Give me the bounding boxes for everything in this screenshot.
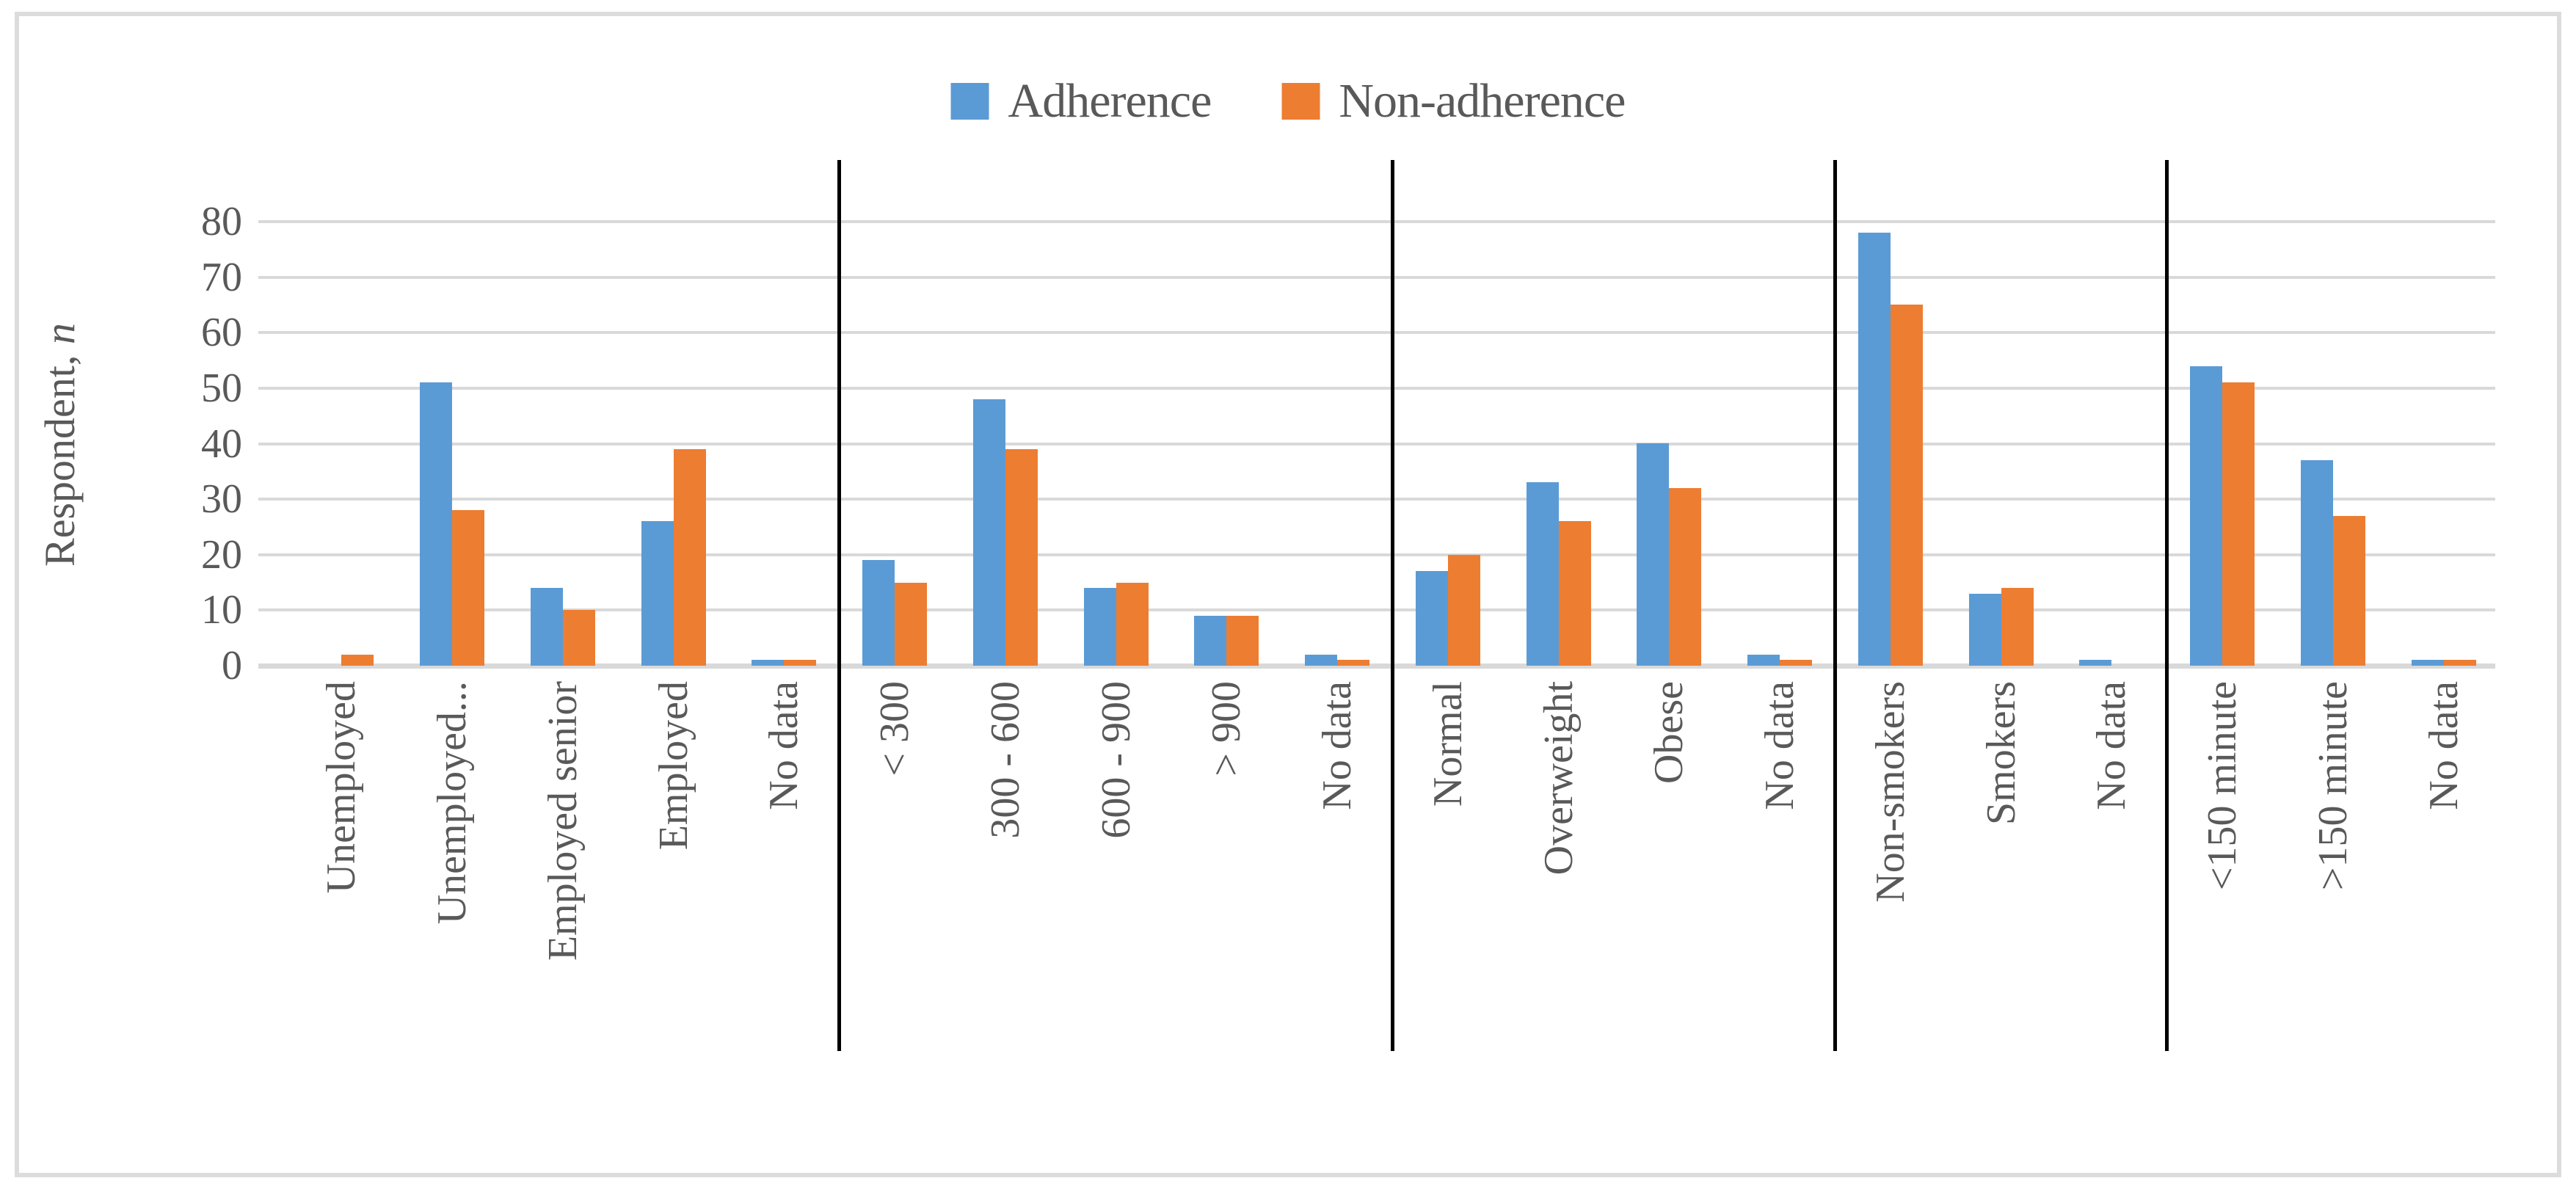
gridline <box>258 387 2495 390</box>
bar-non-adherence <box>2001 588 2034 666</box>
x-category-label: Overweight <box>1536 681 1582 876</box>
bar-adherence <box>752 660 784 666</box>
chart-legend: Adherence Non-adherence <box>950 73 1626 129</box>
bar-adherence <box>1194 616 1226 666</box>
x-category-label: No data <box>2089 681 2134 810</box>
bar-adherence <box>1747 655 1780 666</box>
x-category-label: Unemployed... <box>429 681 475 925</box>
y-tick-label: 60 <box>201 310 242 355</box>
non-adherence-swatch-icon <box>1281 83 1320 120</box>
legend-item-non-adherence: Non-adherence <box>1281 73 1626 129</box>
bar-adherence <box>1527 482 1559 666</box>
gridline <box>258 443 2495 446</box>
group-separator-line <box>2165 160 2169 1051</box>
bar-non-adherence <box>1559 521 1591 666</box>
x-category-label: No data <box>1314 681 1360 810</box>
legend-item-adherence: Adherence <box>950 73 1212 129</box>
bar-adherence <box>1637 443 1669 666</box>
gridline <box>258 553 2495 556</box>
bar-non-adherence <box>1116 583 1149 666</box>
bar-non-adherence <box>1337 660 1369 666</box>
y-tick-label: 0 <box>222 643 242 688</box>
x-category-label: 300 - 600 <box>983 681 1028 839</box>
bar-non-adherence <box>1669 488 1701 666</box>
x-category-label: No data <box>1757 681 1802 810</box>
y-tick-label: 30 <box>201 476 242 522</box>
group-separator-line <box>1833 160 1837 1051</box>
bar-adherence <box>2301 460 2333 666</box>
x-category-label: >150 minute <box>2310 681 2356 891</box>
gridline <box>258 498 2495 501</box>
x-category-label: 600 - 900 <box>1094 681 1139 839</box>
bar-non-adherence <box>1005 449 1038 666</box>
bar-adherence <box>420 382 452 666</box>
y-tick-label: 80 <box>201 199 242 244</box>
bar-adherence <box>1084 588 1116 666</box>
bar-non-adherence <box>341 655 374 666</box>
bar-non-adherence <box>2333 516 2365 666</box>
x-category-label: Employed senior <box>540 681 586 961</box>
gridline <box>258 220 2495 223</box>
bar-non-adherence <box>1891 305 1923 666</box>
bar-non-adherence <box>563 610 595 666</box>
bar-adherence <box>641 521 674 666</box>
bar-adherence <box>2190 366 2222 666</box>
x-category-label: Unemployed <box>319 681 364 894</box>
y-tick-label: 70 <box>201 255 242 300</box>
legend-label-non-adherence: Non-adherence <box>1339 74 1626 128</box>
y-axis-title: Respondent, n <box>36 323 84 567</box>
bar-adherence <box>2412 660 2444 666</box>
x-category-label: Obese <box>1646 681 1692 784</box>
bar-adherence <box>531 588 563 666</box>
bar-adherence <box>973 399 1005 666</box>
y-axis-title-italic-n: n <box>36 323 84 345</box>
gridline <box>258 331 2495 334</box>
y-tick-label: 20 <box>201 532 242 578</box>
x-category-label: Non-smokers <box>1868 681 1913 903</box>
y-tick-label: 40 <box>201 421 242 467</box>
group-separator-line <box>837 160 841 1051</box>
bar-non-adherence <box>674 449 706 666</box>
x-category-label: Smokers <box>1979 681 2024 825</box>
bar-adherence <box>1305 655 1337 666</box>
x-category-label: > 900 <box>1204 681 1249 777</box>
x-axis-baseline <box>258 663 2495 669</box>
bar-adherence <box>1969 594 2001 666</box>
gridline <box>258 608 2495 611</box>
x-category-label: No data <box>2421 681 2467 810</box>
figure-border <box>15 12 2561 1177</box>
y-tick-label: 50 <box>201 366 242 411</box>
x-category-label: Normal <box>1425 681 1471 807</box>
bar-non-adherence <box>895 583 927 666</box>
gridline <box>258 276 2495 279</box>
bar-non-adherence <box>2222 382 2255 666</box>
group-separator-line <box>1391 160 1394 1051</box>
bar-adherence <box>1858 233 1891 666</box>
bar-non-adherence <box>1448 555 1480 666</box>
bar-non-adherence <box>1226 616 1259 666</box>
x-category-label: Employed <box>651 681 696 851</box>
bar-non-adherence <box>2444 660 2476 666</box>
legend-label-adherence: Adherence <box>1008 74 1212 128</box>
bar-adherence <box>1416 571 1448 666</box>
bar-non-adherence <box>784 660 816 666</box>
bar-non-adherence <box>452 510 484 666</box>
x-category-label: <150 minute <box>2200 681 2245 891</box>
bar-adherence <box>862 560 895 666</box>
x-category-label: No data <box>761 681 807 810</box>
x-category-label: < 300 <box>872 681 917 777</box>
bar-adherence <box>2079 660 2111 666</box>
bar-non-adherence <box>1780 660 1812 666</box>
y-tick-label: 10 <box>201 587 242 633</box>
adherence-swatch-icon <box>950 83 989 120</box>
